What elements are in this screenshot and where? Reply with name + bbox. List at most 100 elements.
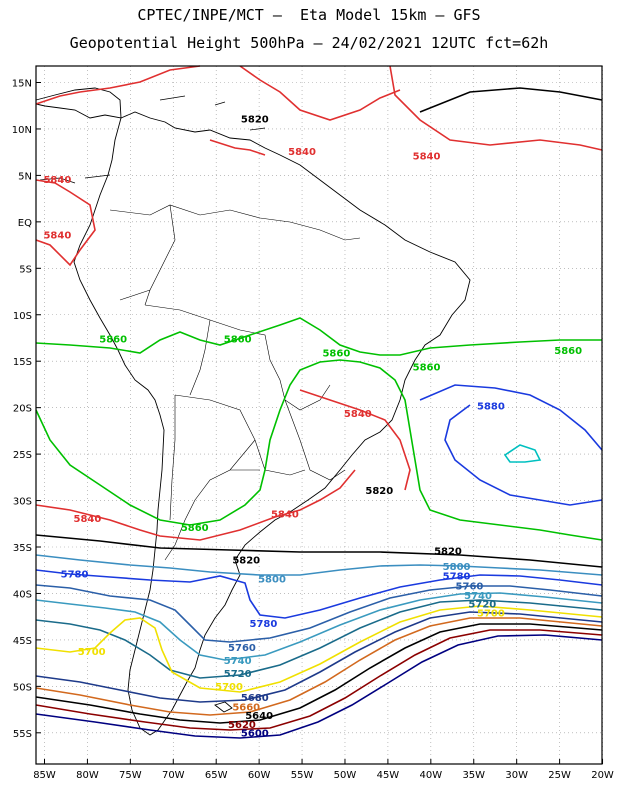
contour-5640 [35,623,603,724]
contour-label: 5880 [477,402,505,413]
lon-tick-label: 40W [420,770,443,781]
contour-label: 5760 [456,582,484,593]
contour-5760 [35,584,603,643]
lat-tick-label: 5S [19,264,32,275]
lat-tick-label: 20S [13,404,32,415]
lon-tick-label: 50W [334,770,357,781]
contour-5840-north [35,65,401,267]
contour-label: 5820 [365,486,393,497]
lat-tick-label: 50S [13,682,32,693]
contour-5840-ne [389,65,603,151]
lon-tick-label: 80W [76,770,99,781]
lon-tick-label: 35W [462,770,485,781]
lon-tick-label: 20W [591,770,614,781]
lat-tick-label: EQ [18,218,32,229]
contour-label: 5860 [181,523,209,534]
lon-tick-label: 65W [205,770,228,781]
height-contours [35,65,603,739]
map-subtitle: Geopotential Height 500hPa – 24/02/2021 … [69,34,549,52]
contour-label: 5800 [258,574,286,585]
south-america-coast [73,111,471,736]
contour-label: 5620 [228,720,256,731]
contour-label: 5860 [224,335,252,346]
contour-label: 5680 [241,693,269,704]
lon-tick-label: 25W [548,770,571,781]
contour-5840-brazil [299,389,411,491]
contour-label: 5740 [224,656,252,667]
lon-tick-label: 45W [377,770,400,781]
contour-label: 5820 [434,546,462,557]
contour-5620 [35,629,603,731]
contour-label: 5780 [249,619,277,630]
contour-5740 [35,592,603,661]
contour-label: 5840 [271,509,299,520]
contour-label: 5700 [78,647,106,658]
contour-5700 [35,605,603,693]
contour-label: 5700 [215,682,243,693]
lon-tick-label: 30W [505,770,528,781]
contour-label: 5860 [413,362,441,373]
contour-label: 5860 [99,335,127,346]
contour-label: 5780 [61,570,89,581]
lat-tick-label: 10S [13,311,32,322]
map-title: CPTEC/INPE/MCT – Eta Model 15km – GFS [137,6,481,24]
lat-tick-label: 35S [13,543,32,554]
contour-label: 5840 [413,152,441,163]
lat-tick-label: 55S [13,729,32,740]
contour-labels: 5820 5840 5840 5840 5840 5860 5860 5860 5860 5860… [43,114,582,739]
contour-label: 5660 [232,703,260,714]
contour-label: 5600 [241,729,269,740]
contour-label: 5820 [241,114,269,125]
lat-tick-label: 15N [12,79,32,90]
contour-label: 5740 [464,591,492,602]
lat-tick-label: 10N [12,125,32,136]
contour-5840-south [35,469,356,541]
contour-label: 5840 [74,514,102,525]
lon-tick-label: 75W [119,770,142,781]
contour-5680 [35,611,603,703]
lon-tick-label: 55W [291,770,314,781]
contour-5860-south [35,359,603,541]
contour-5780 [35,569,603,619]
contour-label: 5720 [468,599,496,610]
lat-tick-label: 25S [13,450,32,461]
lat-tick-label: 5N [18,171,32,182]
contour-5660 [35,617,603,716]
lat-lon-grid [36,66,603,764]
lat-tick-label: 15S [13,357,32,368]
contour-5820-north [419,87,603,113]
contour-5720 [35,599,603,679]
falkland-islands [214,701,233,713]
contour-5840-coast [209,139,266,156]
lon-tick-label: 70W [162,770,185,781]
map-frame [35,65,603,765]
lon-tick-label: 60W [248,770,271,781]
contour-label: 5780 [443,572,471,583]
axis-ticks: 15N 10N 5N EQ 5S 10S 15S 20S 25S 30S 35S 40S 45S 50S 5… [12,79,614,782]
contour-label: 5840 [288,147,316,158]
contour-label: 5800 [443,562,471,573]
lat-tick-label: 30S [13,497,32,508]
lat-tick-label: 40S [13,589,32,600]
contour-label: 5860 [322,349,350,360]
contour-label: 5840 [43,231,71,242]
lon-tick-label: 85W [33,770,56,781]
contour-label: 5840 [344,409,372,420]
contour-label: 5760 [228,643,256,654]
contour-label: 5700 [477,609,505,620]
country-borders [109,204,361,561]
contour-5800 [35,554,603,576]
contour-label: 5640 [245,711,273,722]
contour-5600 [35,634,603,739]
caribbean-islands [39,95,266,184]
contour-label: 5840 [43,175,71,186]
coastlines-borders [35,87,471,736]
contour-label: 5720 [224,669,252,680]
lat-tick-label: 45S [13,636,32,647]
contour-5820-south [35,534,603,568]
contour-label: 5860 [554,346,582,357]
contour-5900-cell [503,444,542,463]
contour-5860-north [35,317,602,356]
contour-5880-high [419,384,603,506]
